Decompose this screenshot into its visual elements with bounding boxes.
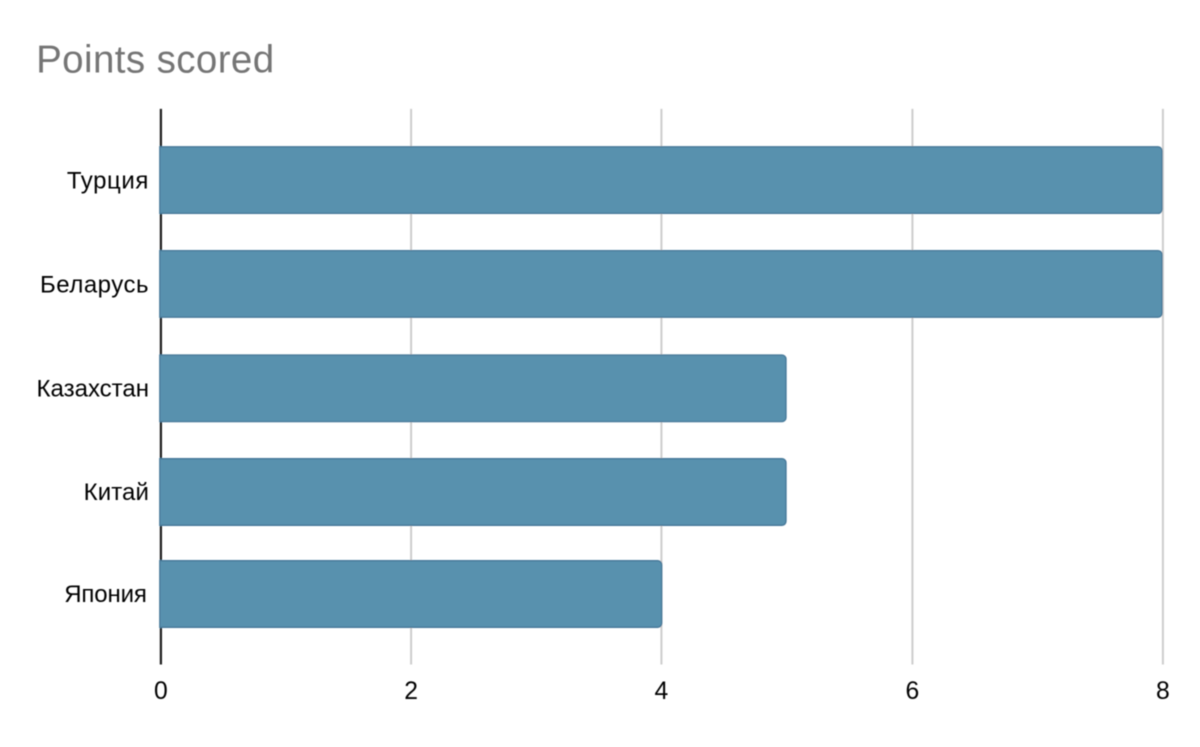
svg-text:Беларусь: Беларусь [40,271,149,298]
svg-text:Казахстан: Казахстан [37,375,149,402]
svg-text:Япония: Япония [64,581,146,608]
svg-text:2: 2 [404,678,418,705]
svg-text:4: 4 [655,678,669,705]
svg-text:6: 6 [906,678,920,705]
svg-text:8: 8 [1156,678,1170,705]
svg-text:Турция: Турция [67,168,149,195]
svg-text:Points scored: Points scored [36,39,274,82]
svg-text:0: 0 [154,678,168,705]
svg-text:Китай: Китай [84,479,149,506]
